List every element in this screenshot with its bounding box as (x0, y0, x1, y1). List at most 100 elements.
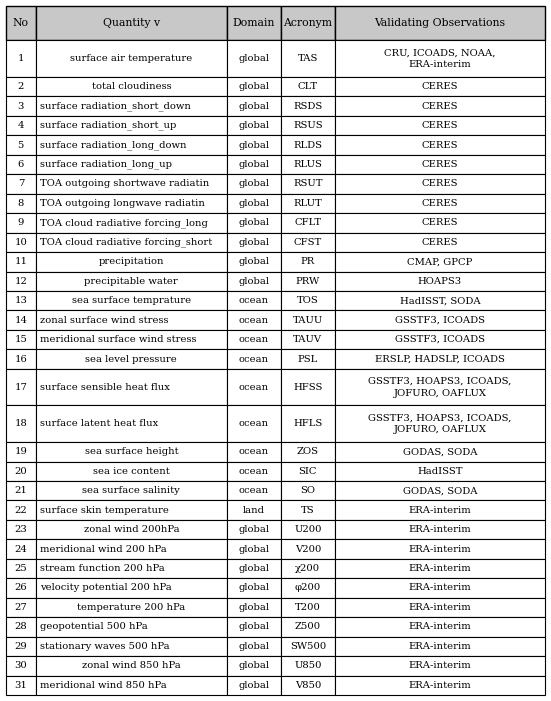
Text: ocean: ocean (239, 447, 269, 456)
Text: Domain: Domain (233, 18, 275, 28)
Bar (36, 271, 227, 291)
Text: total cloudiness: total cloudiness (91, 82, 171, 91)
Text: RSUT: RSUT (293, 179, 322, 189)
Text: CMAP, GPCP: CMAP, GPCP (407, 257, 473, 266)
Text: ocean: ocean (239, 297, 269, 305)
Bar (36, 41, 227, 77)
Bar (227, 349, 281, 369)
Text: V200: V200 (295, 545, 321, 554)
Text: ocean: ocean (239, 383, 269, 392)
Bar (227, 656, 281, 676)
Text: meridional surface wind stress: meridional surface wind stress (40, 335, 196, 344)
Bar (227, 330, 281, 349)
Bar (227, 97, 281, 116)
Text: ERA-interim: ERA-interim (408, 545, 471, 554)
Bar (227, 311, 281, 330)
Text: surface radiation_short_down: surface radiation_short_down (40, 102, 191, 111)
Text: global: global (239, 141, 269, 149)
Text: ERA-interim: ERA-interim (408, 583, 471, 592)
Text: 27: 27 (14, 603, 27, 612)
Text: 16: 16 (14, 355, 27, 364)
Text: TS: TS (301, 505, 315, 515)
Bar (36, 6, 227, 41)
Text: ocean: ocean (239, 486, 269, 495)
Bar (335, 330, 545, 349)
Bar (36, 637, 227, 656)
Bar (227, 539, 281, 559)
Bar (335, 442, 545, 461)
Text: 2: 2 (18, 82, 24, 91)
Text: CERES: CERES (422, 102, 458, 111)
Bar (335, 676, 545, 695)
Bar (36, 578, 227, 598)
Text: 15: 15 (14, 335, 27, 344)
Bar (281, 135, 335, 155)
Text: geopotential 500 hPa: geopotential 500 hPa (40, 622, 148, 632)
Bar (6, 311, 36, 330)
Bar (6, 461, 36, 481)
Bar (227, 252, 281, 271)
Bar (36, 539, 227, 559)
Bar (6, 155, 36, 175)
Bar (36, 330, 227, 349)
Text: HadISST, SODA: HadISST, SODA (399, 297, 480, 305)
Bar (335, 637, 545, 656)
Bar (227, 481, 281, 501)
Text: global: global (239, 525, 269, 534)
Bar (6, 175, 36, 193)
Text: 10: 10 (14, 238, 27, 247)
Bar (36, 501, 227, 520)
Text: sea ice content: sea ice content (93, 467, 170, 476)
Bar (6, 369, 36, 405)
Bar (335, 193, 545, 213)
Bar (227, 175, 281, 193)
Bar (281, 77, 335, 97)
Bar (335, 349, 545, 369)
Bar (335, 213, 545, 233)
Bar (36, 213, 227, 233)
Bar (36, 656, 227, 676)
Bar (281, 559, 335, 578)
Text: CERES: CERES (422, 199, 458, 208)
Text: global: global (239, 238, 269, 247)
Bar (36, 676, 227, 695)
Bar (36, 481, 227, 501)
Text: global: global (239, 277, 269, 286)
Text: Z500: Z500 (295, 622, 321, 632)
Bar (335, 656, 545, 676)
Bar (281, 349, 335, 369)
Bar (6, 97, 36, 116)
Bar (281, 155, 335, 175)
Bar (6, 442, 36, 461)
Bar (6, 193, 36, 213)
Bar (335, 617, 545, 637)
Text: sea level pressure: sea level pressure (85, 355, 177, 364)
Bar (6, 116, 36, 135)
Text: TOA outgoing longwave radiatin: TOA outgoing longwave radiatin (40, 199, 204, 208)
Bar (281, 252, 335, 271)
Bar (335, 539, 545, 559)
Bar (281, 676, 335, 695)
Text: 28: 28 (14, 622, 27, 632)
Bar (335, 520, 545, 539)
Text: zonal wind 200hPa: zonal wind 200hPa (84, 525, 179, 534)
Text: surface latent heat flux: surface latent heat flux (40, 419, 158, 428)
Bar (227, 369, 281, 405)
Text: ERA-interim: ERA-interim (408, 622, 471, 632)
Bar (281, 213, 335, 233)
Text: SIC: SIC (299, 467, 317, 476)
Bar (36, 349, 227, 369)
Text: ERA-interim: ERA-interim (408, 525, 471, 534)
Bar (6, 559, 36, 578)
Text: GSSTF3, HOAPS3, ICOADS,
JOFURO, OAFLUX: GSSTF3, HOAPS3, ICOADS, JOFURO, OAFLUX (368, 414, 511, 434)
Bar (281, 41, 335, 77)
Bar (335, 291, 545, 311)
Bar (6, 135, 36, 155)
Text: TOS: TOS (297, 297, 318, 305)
Bar (335, 501, 545, 520)
Text: U200: U200 (294, 525, 322, 534)
Bar (281, 461, 335, 481)
Text: ocean: ocean (239, 335, 269, 344)
Text: CERES: CERES (422, 121, 458, 130)
Bar (281, 291, 335, 311)
